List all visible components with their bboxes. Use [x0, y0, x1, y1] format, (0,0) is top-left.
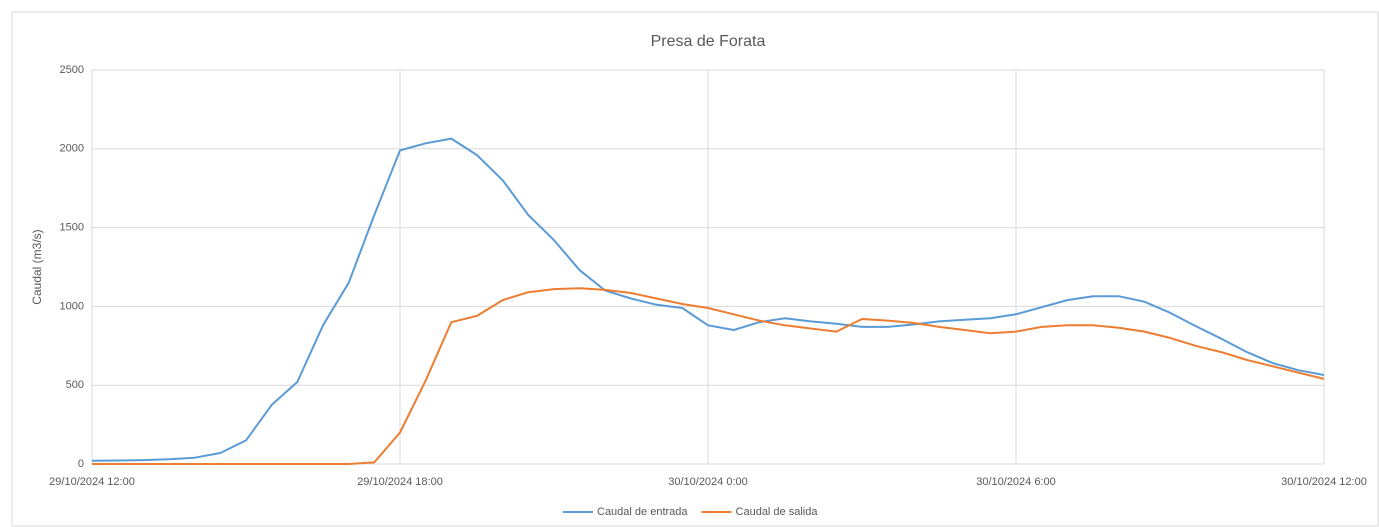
y-axis-label: Caudal (m3/s)	[30, 229, 44, 304]
series-line	[92, 287, 1325, 465]
x-tick-label: 29/10/2024 12:00	[49, 476, 135, 488]
legend-label: Caudal de entrada	[597, 506, 688, 518]
series-line	[91, 137, 1325, 462]
y-tick-label: 2000	[60, 143, 84, 155]
y-tick-label: 1000	[60, 300, 84, 312]
chart-frame	[11, 11, 1379, 527]
x-tick-label: 30/10/2024 6:00	[976, 476, 1056, 488]
x-tick-label: 29/10/2024 18:00	[357, 476, 443, 488]
x-tick-label: 30/10/2024 12:00	[1281, 476, 1367, 488]
legend-label: Caudal de salida	[736, 506, 819, 518]
y-tick-label: 0	[78, 458, 84, 470]
chart-title: Presa de Forata	[651, 33, 766, 50]
x-tick-label: 30/10/2024 0:00	[668, 476, 748, 488]
y-tick-label: 1500	[60, 222, 84, 234]
y-tick-label: 500	[66, 379, 84, 391]
y-tick-label: 2500	[60, 64, 84, 76]
